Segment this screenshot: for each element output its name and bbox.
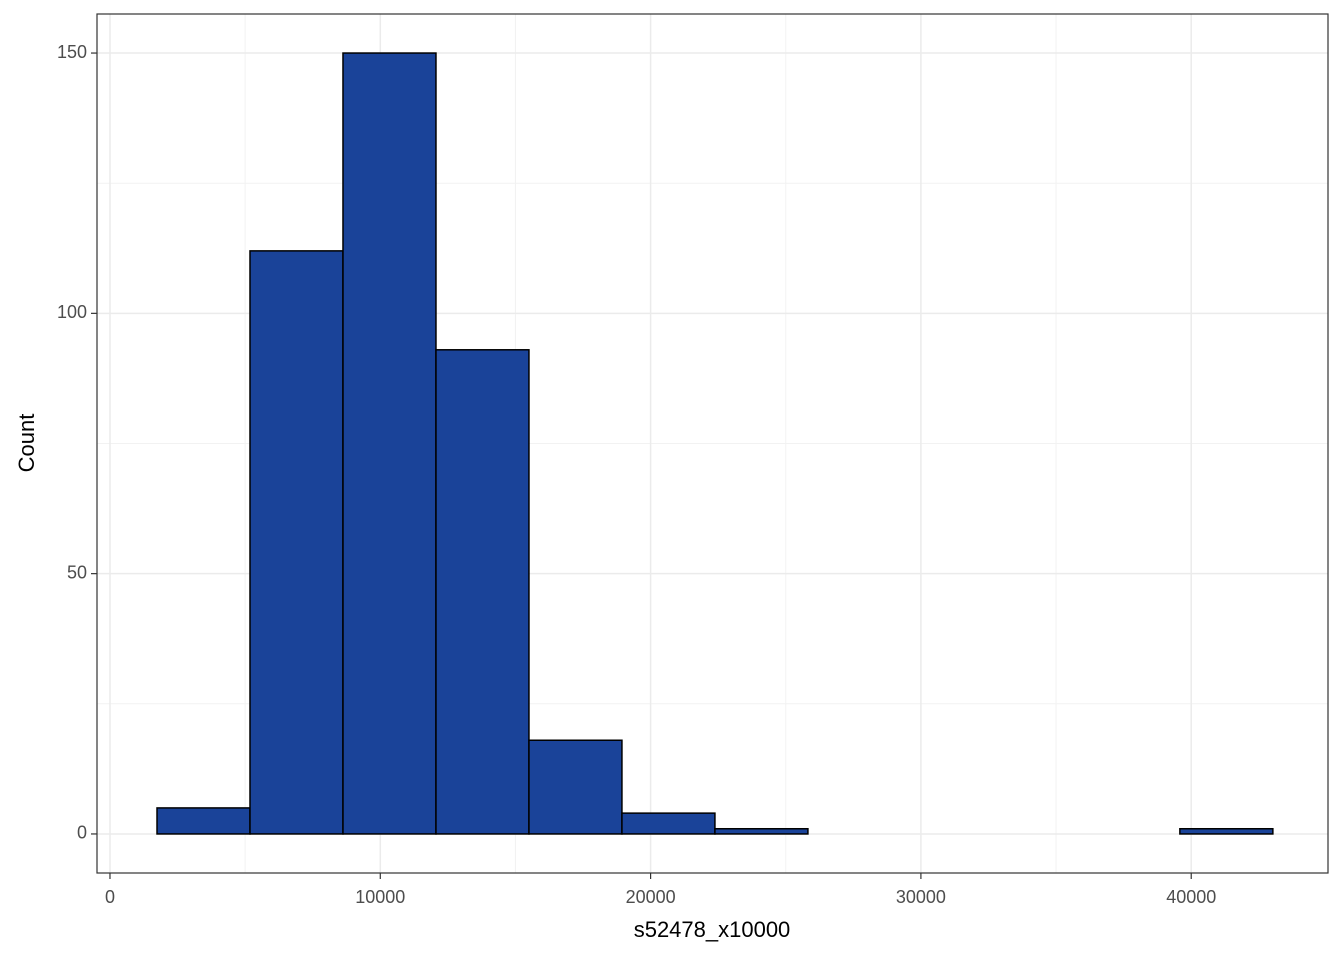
bar	[156, 807, 251, 835]
x-tick-label: 40000	[1166, 887, 1216, 907]
x-tick-label: 0	[105, 887, 115, 907]
y-tick-label: 150	[57, 42, 87, 62]
y-tick-label: 50	[67, 562, 87, 582]
y-tick-label: 0	[77, 823, 87, 843]
bar	[249, 250, 344, 835]
panel-border	[96, 13, 1329, 874]
y-tick-label: 100	[57, 302, 87, 322]
bar	[528, 739, 623, 835]
bar	[621, 812, 716, 835]
x-tick-label: 10000	[355, 887, 405, 907]
bar	[435, 349, 530, 835]
x-axis-title: s52478_x10000	[634, 917, 791, 942]
bar	[342, 52, 437, 835]
x-tick-label: 20000	[626, 887, 676, 907]
y-axis-title: Count	[14, 414, 39, 473]
x-tick-label: 30000	[896, 887, 946, 907]
bar	[714, 827, 809, 835]
bar	[1179, 827, 1274, 835]
